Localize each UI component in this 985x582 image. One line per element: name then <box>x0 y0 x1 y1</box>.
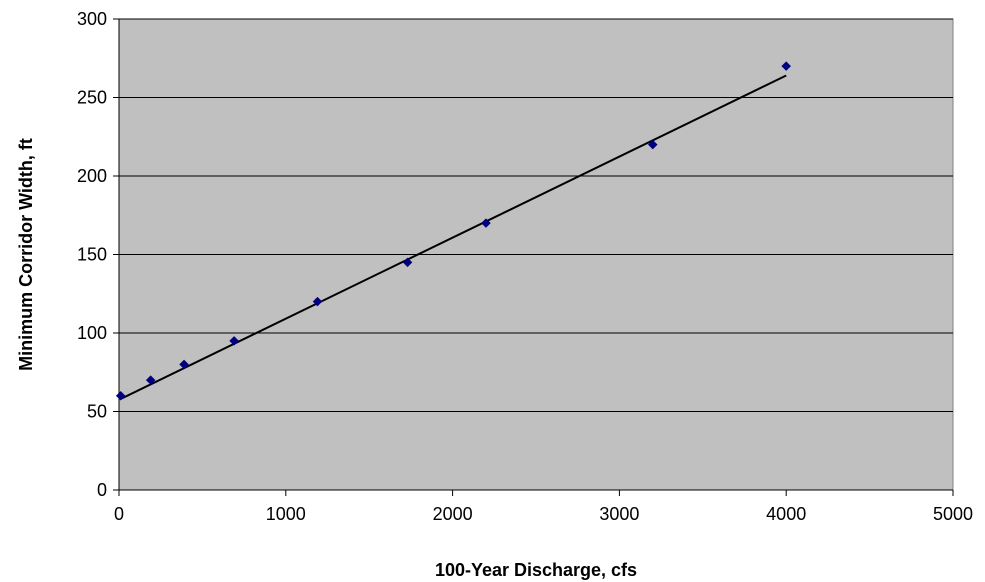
y-tick-label: 150 <box>77 245 107 265</box>
data-point <box>229 335 239 346</box>
y-axis-title: Minimum Corridor Width, ft <box>16 138 36 371</box>
x-tick-label: 4000 <box>766 504 806 524</box>
x-tick-label: 5000 <box>933 504 973 524</box>
y-tick-label: 50 <box>87 402 107 422</box>
x-tick-label: 3000 <box>599 504 639 524</box>
data-point <box>781 61 792 71</box>
y-tick-label: 200 <box>77 166 107 186</box>
y-tick-label: 100 <box>77 323 107 343</box>
data-points <box>115 61 792 401</box>
y-tick-label: 300 <box>77 9 107 29</box>
x-tick-label: 0 <box>114 504 124 524</box>
trendline <box>120 74 787 400</box>
x-tick-label: 2000 <box>433 504 473 524</box>
x-axis-title: 100-Year Discharge, cfs <box>435 560 637 580</box>
data-point <box>115 390 126 401</box>
data-point <box>145 375 156 385</box>
data-point <box>402 257 413 268</box>
x-tick-label: 1000 <box>266 504 306 524</box>
trendline-group <box>120 74 787 400</box>
y-tick-label: 0 <box>97 480 107 500</box>
y-tick-label: 250 <box>77 88 107 108</box>
data-point <box>481 218 491 228</box>
axes <box>113 18 954 496</box>
data-point <box>179 359 189 370</box>
data-point <box>312 296 323 307</box>
data-point <box>647 139 658 150</box>
